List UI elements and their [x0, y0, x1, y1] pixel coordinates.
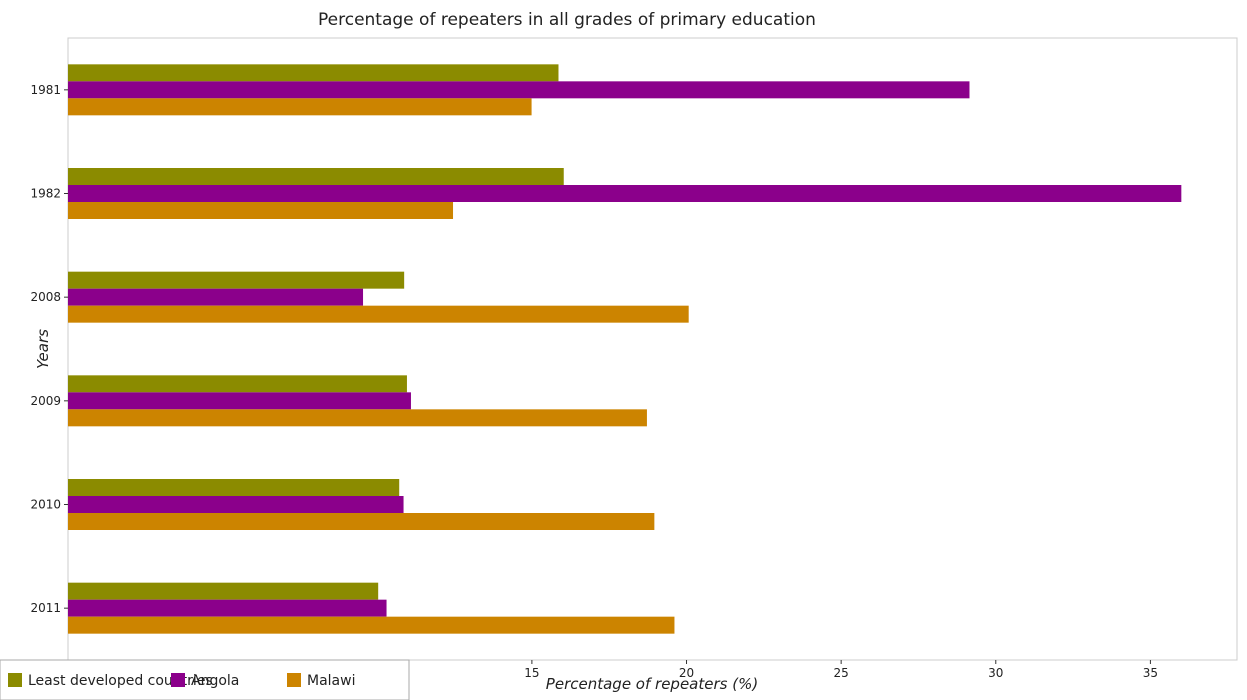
- bar-least-developed-countries-2008: [68, 271, 405, 289]
- y-tick-label-1982: 1982: [30, 187, 61, 201]
- bar-least-developed-countries-2009: [68, 375, 407, 393]
- legend-swatch-least-developed-countries: [8, 673, 22, 687]
- bar-malawi-2009: [68, 409, 647, 427]
- bar-least-developed-countries-1982: [68, 168, 564, 185]
- legend-label-least-developed-countries: Least developed countries: [28, 673, 213, 689]
- bar-angola-1981: [68, 81, 970, 99]
- legend-swatch-angola: [171, 673, 185, 687]
- x-axis-label: Percentage of repeaters (%): [546, 675, 758, 693]
- x-tick-label-20: 20: [679, 666, 694, 680]
- y-tick-label-2011: 2011: [30, 601, 61, 615]
- bar-malawi-1982: [68, 202, 454, 219]
- plot-area: [67, 37, 1238, 661]
- y-tick-label-2008: 2008: [30, 290, 61, 304]
- bar-least-developed-countries-1981: [68, 64, 559, 82]
- bar-least-developed-countries-2011: [68, 582, 379, 600]
- y-axis-ticks: 1981 1982 2008 2009 2010 2011: [30, 83, 68, 615]
- bar-malawi-2008: [68, 305, 689, 323]
- legend-label-malawi: Malawi: [307, 673, 355, 689]
- x-tick-label-25: 25: [834, 666, 849, 680]
- y-tick-label-2009: 2009: [30, 394, 61, 408]
- bar-angola-1982: [68, 185, 1182, 202]
- bar-malawi-1981: [68, 98, 532, 116]
- y-axis-label: Years: [34, 329, 52, 369]
- x-tick-label-30: 30: [988, 666, 1003, 680]
- bars-layer: [68, 64, 1182, 634]
- chart-title: Percentage of repeaters in all grades of…: [318, 10, 816, 30]
- legend-swatch-malawi: [287, 673, 301, 687]
- bar-angola-2008: [68, 288, 364, 306]
- y-tick-label-1981: 1981: [30, 83, 61, 97]
- bar-malawi-2011: [68, 616, 675, 634]
- legend-label-angola: Angola: [191, 673, 239, 689]
- bar-angola-2011: [68, 599, 387, 617]
- bar-least-developed-countries-2010: [68, 479, 400, 496]
- legend-box: [0, 659, 410, 700]
- y-tick-label-2010: 2010: [30, 498, 61, 512]
- x-tick-label-35: 35: [1143, 666, 1158, 680]
- bar-angola-2009: [68, 392, 411, 410]
- bar-malawi-2010: [68, 513, 655, 530]
- bar-angola-2010: [68, 496, 404, 513]
- x-tick-label-15: 15: [524, 666, 539, 680]
